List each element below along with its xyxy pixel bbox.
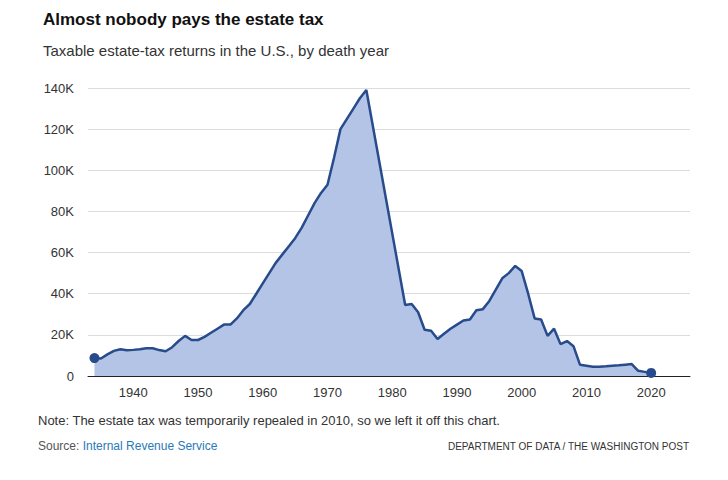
svg-text:0: 0 [67,369,74,384]
svg-text:2020: 2020 [637,385,666,400]
svg-text:80K: 80K [51,204,74,219]
svg-text:2010: 2010 [572,385,601,400]
svg-text:Internal Revenue Service: Internal Revenue Service [83,439,218,453]
svg-text:60K: 60K [51,245,74,260]
svg-text:DEPARTMENT OF DATA / THE WASHI: DEPARTMENT OF DATA / THE WASHINGTON POST [448,441,689,452]
svg-text:1980: 1980 [378,385,407,400]
svg-text:120K: 120K [44,122,75,137]
svg-text:Note: The estate tax was tempo: Note: The estate tax was temporarily rep… [38,413,500,428]
svg-text:20K: 20K [51,327,74,342]
svg-text:1950: 1950 [184,385,213,400]
svg-text:100K: 100K [44,163,75,178]
svg-text:1940: 1940 [119,385,148,400]
svg-text:140K: 140K [44,81,75,96]
svg-text:Source:: Source: [38,439,79,453]
svg-text:Taxable estate-tax returns in: Taxable estate-tax returns in the U.S., … [43,42,389,59]
svg-text:Almost nobody pays the estate: Almost nobody pays the estate tax [43,10,324,29]
svg-text:2000: 2000 [507,385,536,400]
svg-text:1970: 1970 [313,385,342,400]
svg-text:1990: 1990 [443,385,472,400]
svg-text:1960: 1960 [248,385,277,400]
svg-text:40K: 40K [51,286,74,301]
